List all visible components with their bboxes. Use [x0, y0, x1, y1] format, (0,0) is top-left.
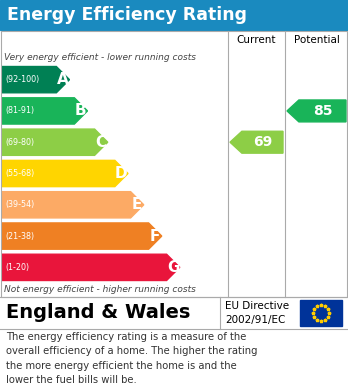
Text: (81-91): (81-91): [5, 106, 34, 115]
Text: D: D: [115, 166, 128, 181]
Text: Very energy efficient - lower running costs: Very energy efficient - lower running co…: [4, 52, 196, 61]
Text: (69-80): (69-80): [5, 138, 34, 147]
Text: EU Directive
2002/91/EC: EU Directive 2002/91/EC: [225, 301, 289, 325]
Text: Current: Current: [237, 35, 276, 45]
Text: B: B: [75, 104, 87, 118]
Text: E: E: [132, 197, 142, 212]
Polygon shape: [2, 254, 180, 280]
Text: (1-20): (1-20): [5, 263, 29, 272]
Polygon shape: [2, 160, 128, 187]
Text: Energy Efficiency Rating: Energy Efficiency Rating: [7, 6, 247, 24]
Text: England & Wales: England & Wales: [6, 303, 190, 323]
Bar: [300, 300, 342, 326]
Text: Not energy efficient - higher running costs: Not energy efficient - higher running co…: [4, 285, 196, 294]
Text: (92-100): (92-100): [5, 75, 39, 84]
Polygon shape: [2, 223, 162, 249]
Text: A: A: [57, 72, 69, 87]
Bar: [1, 31, 347, 297]
Text: (55-68): (55-68): [5, 169, 34, 178]
Text: 69: 69: [253, 135, 272, 149]
Text: C: C: [96, 135, 107, 150]
Text: F: F: [150, 229, 160, 244]
Polygon shape: [2, 192, 144, 218]
Text: G: G: [167, 260, 180, 275]
Text: Potential: Potential: [294, 35, 339, 45]
Text: (21-38): (21-38): [5, 231, 34, 240]
Text: The energy efficiency rating is a measure of the
overall efficiency of a home. T: The energy efficiency rating is a measur…: [6, 332, 258, 385]
Bar: [0, 0, 348, 30]
Polygon shape: [2, 98, 87, 124]
Polygon shape: [287, 100, 346, 122]
Polygon shape: [2, 66, 70, 93]
Text: 85: 85: [313, 104, 332, 118]
Polygon shape: [230, 131, 283, 153]
Text: (39-54): (39-54): [5, 200, 34, 209]
Polygon shape: [2, 129, 108, 155]
Bar: [0, 297, 348, 329]
